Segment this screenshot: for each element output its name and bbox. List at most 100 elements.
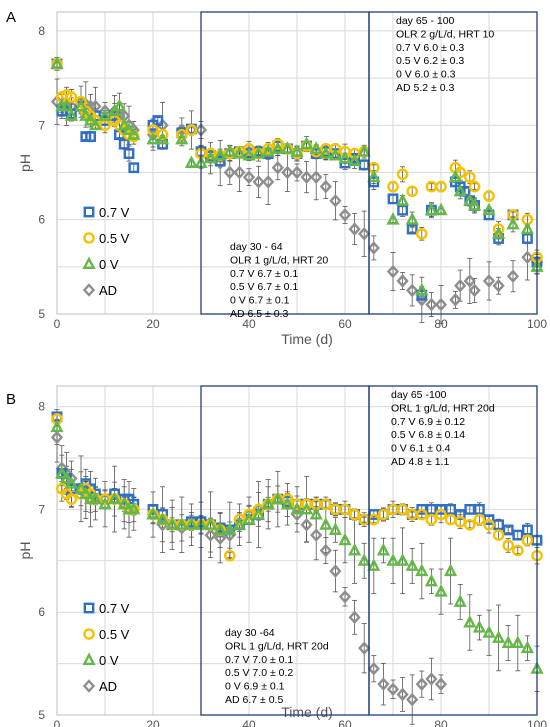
legend-label: AD — [99, 679, 117, 694]
y-tick-label: 6 — [38, 213, 45, 227]
annotation-line: 0 V 6.7 ± 0.1 — [230, 295, 290, 307]
point-circle — [185, 124, 198, 136]
point-circle — [425, 513, 438, 526]
point-triangle — [453, 594, 467, 607]
legend-label: 0 V — [99, 653, 119, 668]
point-circle — [75, 95, 87, 108]
point-triangle — [348, 153, 362, 167]
legend-label: 0.5 V — [99, 627, 130, 642]
point-diamond — [300, 170, 313, 184]
point-circle — [339, 503, 351, 516]
x-tick-label: 0 — [54, 317, 61, 331]
point-triangle — [60, 470, 74, 484]
point-circle — [65, 91, 78, 103]
panel-label: B — [6, 391, 16, 408]
legend-marker-diamond — [82, 679, 96, 693]
point-triangle — [213, 522, 227, 535]
x-tick-label: 40 — [242, 718, 256, 727]
point-diamond — [319, 543, 332, 558]
legend-label: 0.7 V — [99, 205, 130, 220]
point-triangle — [88, 117, 102, 131]
point-diamond — [329, 564, 342, 578]
point-square — [464, 503, 476, 515]
annotation-line: AD 4.8 ± 1.1 — [391, 456, 449, 468]
x-tick-label: 80 — [434, 718, 448, 727]
x-axis-title: Time (d) — [281, 331, 333, 347]
point-diamond — [358, 641, 371, 655]
point-triangle — [184, 517, 198, 530]
point-triangle — [376, 542, 390, 556]
point-triangle — [156, 512, 170, 525]
point-triangle — [232, 145, 246, 159]
point-triangle — [434, 584, 448, 597]
point-triangle — [64, 108, 78, 121]
point-circle — [396, 168, 409, 181]
point-triangle — [463, 614, 477, 628]
point-circle — [415, 227, 428, 240]
point-diamond — [396, 687, 409, 702]
point-diamond — [223, 165, 236, 180]
point-triangle — [223, 522, 237, 535]
point-triangle — [520, 640, 534, 654]
point-circle — [281, 493, 294, 505]
point-triangle — [50, 56, 64, 69]
point-triangle — [74, 98, 88, 112]
point-circle — [492, 223, 505, 235]
point-triangle — [386, 212, 400, 225]
point-triangle — [108, 491, 122, 505]
point-triangle — [444, 563, 458, 577]
y-tick-label: 7 — [38, 118, 45, 132]
annotation-line: 0.5 V 6.7 ± 0.1 — [230, 281, 298, 293]
point-diamond — [425, 297, 438, 312]
legend-label: 0.5 V — [99, 231, 130, 246]
point-triangle — [280, 141, 294, 154]
point-diamond — [310, 528, 323, 542]
point-triangle — [415, 563, 429, 577]
annotation-line: ORL 1 g/L/d, HRT 20d — [225, 640, 329, 652]
point-diamond — [329, 193, 342, 208]
point-diamond — [425, 672, 438, 686]
point-diamond — [415, 677, 428, 691]
point-triangle — [472, 620, 486, 633]
point-square — [85, 131, 97, 142]
legend-marker-square — [83, 206, 95, 218]
x-tick-label: 40 — [242, 317, 256, 331]
point-circle — [502, 539, 515, 552]
point-diamond — [281, 165, 294, 180]
point-circle — [175, 128, 188, 141]
point-circle — [468, 180, 481, 193]
point-circle — [243, 508, 255, 521]
x-tick-label: 60 — [338, 317, 352, 331]
point-circle — [435, 508, 447, 521]
point-triangle — [386, 553, 400, 566]
point-triangle — [424, 573, 438, 587]
point-square — [387, 193, 399, 205]
y-tick-label: 8 — [38, 400, 45, 414]
annotation-line: 0 V 6.9 ± 0.1 — [225, 681, 285, 693]
point-triangle — [261, 496, 275, 510]
point-diamond — [242, 170, 256, 184]
annotation-line: 0.7 V 6.0 ± 0.3 — [396, 42, 464, 54]
point-square — [522, 233, 533, 244]
point-diamond — [319, 179, 332, 194]
legend-marker-circle — [83, 628, 95, 640]
legend-marker-square — [83, 602, 95, 614]
point-triangle — [252, 506, 266, 520]
point-triangle — [242, 147, 256, 161]
point-circle — [521, 534, 534, 547]
point-triangle — [79, 108, 93, 121]
point-triangle — [309, 141, 323, 154]
x-tick-label: 100 — [527, 317, 547, 331]
annotation-line: 0.7 V 6.9 ± 0.12 — [391, 416, 465, 428]
point-square — [123, 148, 135, 159]
point-triangle — [367, 558, 381, 571]
point-triangle — [74, 481, 88, 494]
point-diamond — [50, 430, 64, 445]
point-triangle — [482, 625, 496, 638]
y-tick-label: 7 — [38, 502, 45, 516]
legend-marker-circle — [83, 232, 95, 244]
point-triangle — [60, 98, 74, 112]
point-triangle — [280, 496, 294, 510]
